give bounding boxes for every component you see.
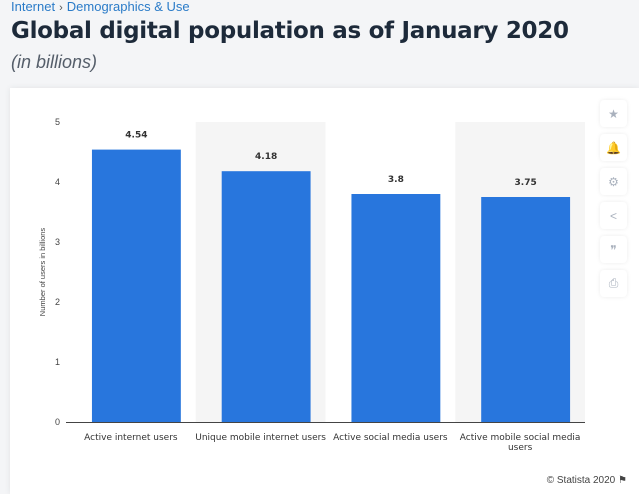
y-tick-label: 2	[55, 297, 60, 307]
credit-text: © Statista 2020	[546, 475, 616, 486]
y-tick-label: 0	[55, 417, 60, 427]
data-label: 3.8	[388, 175, 404, 185]
data-label: 4.54	[125, 131, 147, 141]
quote-icon[interactable]: ❞	[600, 236, 627, 263]
bar[interactable]	[91, 149, 181, 422]
data-label: 4.18	[255, 152, 277, 162]
breadcrumb-separator: ›	[59, 2, 63, 14]
star-icon[interactable]: ★	[600, 100, 627, 127]
bell-icon[interactable]: 🔔	[600, 134, 627, 161]
bar[interactable]	[351, 194, 441, 422]
share-icon[interactable]: <	[600, 202, 627, 229]
x-tick-label: Active mobile social media users	[460, 433, 581, 453]
bar[interactable]	[221, 171, 311, 422]
page-title: Global digital population as of January …	[11, 18, 569, 44]
breadcrumb-demographics[interactable]: Demographics & Use	[66, 0, 190, 14]
flag-icon[interactable]: ⚑	[618, 475, 627, 486]
statista-credit: © Statista 2020 ⚑	[547, 475, 627, 486]
print-icon[interactable]: ⎙	[600, 270, 627, 297]
chart-toolbar: ★ 🔔 ⚙ < ❞ ⎙	[600, 100, 627, 304]
y-tick-label: 1	[55, 357, 60, 367]
x-tick-label: Active internet users	[84, 433, 178, 443]
y-tick-label: 4	[55, 177, 60, 187]
breadcrumb-internet[interactable]: Internet	[11, 0, 56, 14]
y-tick-label: 5	[55, 117, 60, 127]
breadcrumb: Internet › Demographics & Use	[11, 0, 190, 14]
x-tick-label: Unique mobile internet users	[195, 433, 326, 443]
y-axis-label: Number of users in billions	[38, 228, 47, 317]
bar[interactable]	[481, 197, 571, 422]
page-subtitle: (in billions)	[11, 52, 98, 72]
gear-icon[interactable]: ⚙	[600, 168, 627, 195]
data-label: 3.75	[515, 178, 537, 188]
x-tick-label: Active social media users	[333, 433, 448, 443]
y-tick-label: 3	[55, 237, 60, 247]
